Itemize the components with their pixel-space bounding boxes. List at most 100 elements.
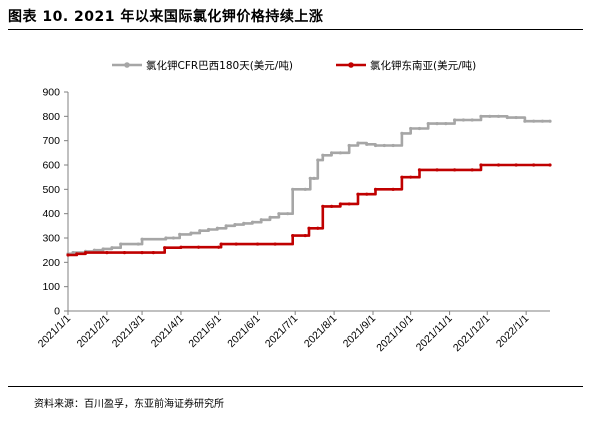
x-tick-label: 2022/1/1 bbox=[494, 313, 531, 350]
series-1-point bbox=[488, 114, 492, 118]
series-1-point bbox=[268, 215, 272, 219]
series-2-point bbox=[122, 251, 127, 255]
series-2-point bbox=[548, 163, 552, 167]
series-2-point bbox=[316, 226, 320, 230]
x-tick-label: 2021/4/1 bbox=[149, 313, 186, 350]
series-2-point bbox=[303, 233, 307, 238]
series-2-point bbox=[307, 226, 311, 230]
y-tick-label: 200 bbox=[42, 257, 60, 269]
series-2-point bbox=[179, 245, 183, 249]
x-tick-label: 2021/11/1 bbox=[414, 313, 455, 354]
series-1-point bbox=[356, 141, 360, 145]
series-2-point bbox=[83, 251, 88, 255]
series-2-point bbox=[196, 245, 201, 249]
series-1-point bbox=[400, 131, 404, 135]
series-2-point bbox=[470, 168, 474, 172]
y-tick-label: 300 bbox=[42, 233, 60, 245]
series-1-point bbox=[312, 176, 316, 180]
series-1-point bbox=[140, 237, 144, 241]
series-1-point bbox=[171, 236, 176, 240]
series-1-point bbox=[206, 227, 211, 232]
figure-title: 图表 10. 2021 年以来国际氯化钾价格持续上涨 bbox=[8, 9, 324, 25]
series-2-point bbox=[532, 163, 536, 167]
x-tick-label: 2021/12/1 bbox=[451, 313, 493, 355]
series-1-point bbox=[119, 242, 123, 246]
y-tick-label: 0 bbox=[54, 306, 60, 318]
y-tick-label: 500 bbox=[42, 184, 60, 196]
series-2-point bbox=[338, 202, 342, 206]
y-tick-label: 100 bbox=[42, 281, 60, 293]
series-2-point bbox=[365, 192, 369, 196]
series-2-point bbox=[273, 242, 277, 246]
series-2-point bbox=[496, 163, 501, 167]
series-2-point bbox=[321, 204, 325, 208]
series-1-point bbox=[417, 126, 422, 131]
series-1-point bbox=[548, 119, 552, 123]
series-1-point bbox=[303, 187, 307, 191]
series-1-point bbox=[496, 114, 501, 118]
series-1-point bbox=[178, 232, 182, 236]
y-tick-label: 700 bbox=[42, 135, 60, 147]
title-rule bbox=[8, 29, 583, 30]
series-2-point bbox=[255, 242, 260, 246]
series-1-point bbox=[453, 118, 457, 122]
x-tick-label: 2021/5/1 bbox=[186, 313, 223, 350]
y-tick-label: 800 bbox=[42, 111, 60, 123]
series-1-point bbox=[470, 118, 474, 122]
series-1-point bbox=[224, 224, 228, 228]
y-tick-label: 900 bbox=[42, 87, 60, 99]
series-2-point bbox=[140, 251, 144, 255]
series-1-point bbox=[164, 236, 168, 240]
series-2-point bbox=[514, 163, 518, 167]
series-1-point bbox=[523, 119, 527, 123]
series-1-point bbox=[71, 251, 75, 255]
series-2-point bbox=[291, 233, 295, 238]
series-2-point bbox=[400, 175, 404, 179]
series-1-point bbox=[316, 158, 320, 162]
legend-marker-1 bbox=[124, 62, 130, 68]
series-1-point bbox=[479, 114, 483, 118]
x-tick-label: 2021/3/1 bbox=[110, 313, 147, 350]
series-1-point bbox=[532, 119, 536, 123]
series-2-point bbox=[329, 204, 334, 208]
series-2-point bbox=[479, 163, 483, 167]
series-2-point bbox=[105, 251, 109, 255]
series-1-point bbox=[233, 223, 237, 227]
x-tick-label: 2021/8/1 bbox=[302, 313, 339, 350]
series-2-point bbox=[151, 251, 155, 255]
series-line-2 bbox=[68, 163, 550, 257]
series-2-point bbox=[66, 253, 70, 257]
series-1-point bbox=[426, 122, 430, 126]
legend-label-2: 氯化钾东南亚(美元/吨) bbox=[370, 59, 476, 72]
chart-legend: 氯化钾CFR巴西180天(美元/吨) 氯化钾东南亚(美元/吨) bbox=[112, 59, 476, 72]
series-1-point bbox=[92, 248, 96, 252]
series-2-point bbox=[356, 192, 360, 196]
series-1-point bbox=[321, 153, 325, 157]
series-2-point bbox=[435, 168, 439, 172]
series-1-point bbox=[505, 115, 509, 120]
series-1-point bbox=[286, 212, 290, 216]
series-2-point bbox=[391, 187, 395, 191]
series-2-point bbox=[75, 252, 79, 256]
x-tick-label: 2021/7/1 bbox=[263, 313, 300, 350]
y-tick-label: 600 bbox=[42, 160, 60, 172]
series-1-point bbox=[347, 143, 351, 148]
series-2-point bbox=[347, 202, 351, 206]
series-2-point bbox=[373, 187, 378, 191]
series-1-point bbox=[101, 247, 105, 251]
source-rule bbox=[8, 386, 583, 387]
series-2-point bbox=[409, 175, 413, 179]
x-tick-label: 2021/10/1 bbox=[374, 313, 416, 355]
series-1-point bbox=[444, 122, 448, 126]
series-1-point bbox=[110, 246, 114, 250]
x-tick-label: 2021/9/1 bbox=[341, 313, 378, 350]
series-1-point bbox=[409, 126, 413, 131]
series-1-point bbox=[291, 187, 295, 191]
series-1-point bbox=[250, 220, 255, 224]
series-1-point bbox=[365, 142, 369, 146]
series-1-point bbox=[189, 231, 193, 235]
series-2-point bbox=[417, 168, 422, 172]
legend-marker-2 bbox=[348, 62, 354, 68]
series-1-point bbox=[259, 218, 263, 222]
